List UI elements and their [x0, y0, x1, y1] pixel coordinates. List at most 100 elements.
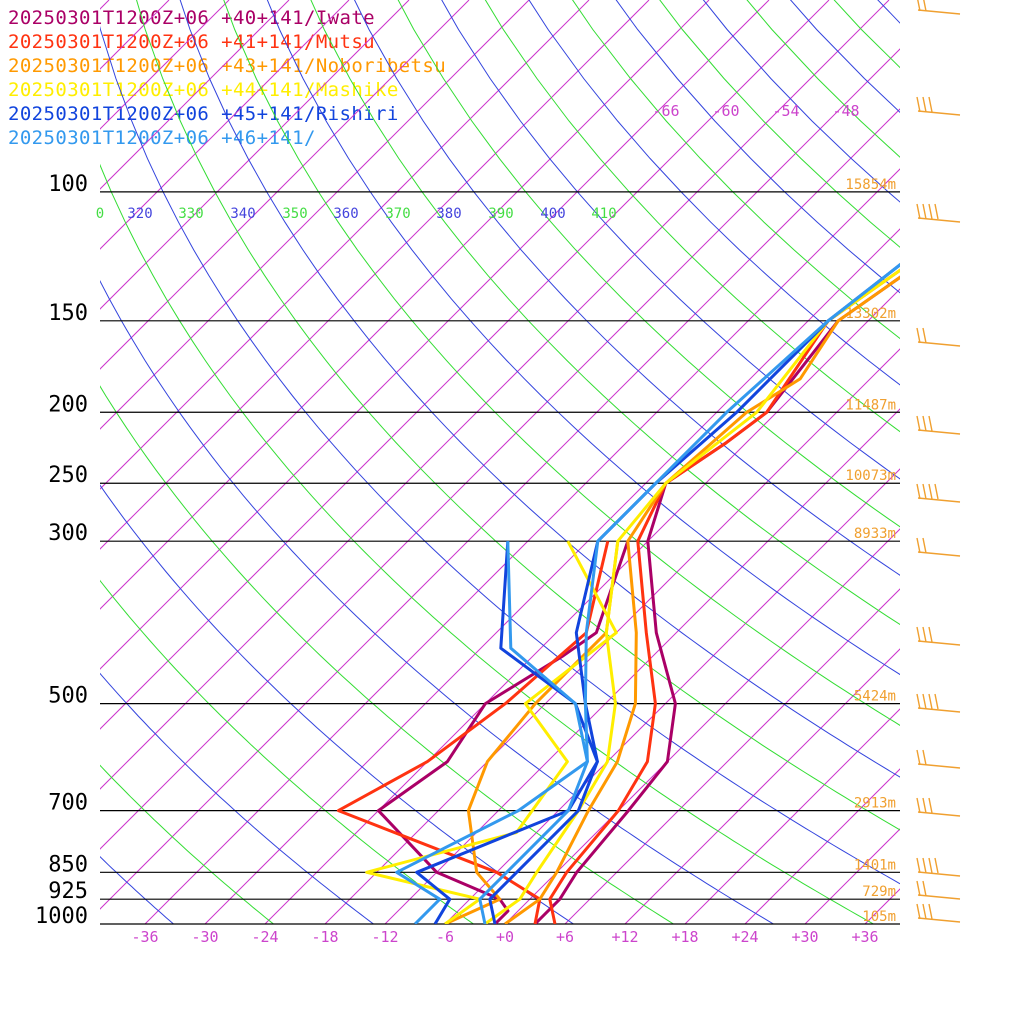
isotherm — [100, 0, 290, 190]
isotherm — [985, 0, 1024, 924]
legend-entry: 20250301T1200Z+06 +46+141/ — [8, 127, 316, 149]
x-tick-label: +6 — [556, 928, 574, 946]
theta-label: 370 — [385, 206, 410, 222]
isotherm — [100, 0, 410, 310]
height-label: 8933m — [854, 526, 896, 542]
wind-barb — [916, 797, 961, 817]
pressure-label: 150 — [48, 301, 88, 326]
theta-label: 390 — [488, 206, 513, 222]
dry-adiabat — [100, 764, 275, 924]
dry-adiabat — [572, 0, 900, 340]
isotherm — [925, 0, 1024, 924]
legend-entry: 20250301T1200Z+06 +45+141/Rishiri — [8, 103, 399, 125]
upper-temp-label: -48 — [832, 102, 859, 120]
pressure-label: 925 — [48, 879, 88, 904]
height-label: 2913m — [854, 796, 896, 812]
isotherm — [100, 0, 890, 790]
wind-barb — [916, 96, 961, 116]
theta-label: 0 — [96, 206, 104, 222]
isotherm — [100, 0, 230, 130]
pressure-label: 200 — [48, 392, 88, 417]
pressure-label: 250 — [48, 463, 88, 488]
x-tick-label: -30 — [191, 928, 218, 946]
x-tick-label: +18 — [671, 928, 698, 946]
x-tick-label: +24 — [731, 928, 758, 946]
pressure-label: 500 — [48, 684, 88, 709]
theta-label: 400 — [540, 206, 565, 222]
isotherm — [100, 48, 900, 850]
x-tick-label: -12 — [371, 928, 398, 946]
dewpoint-line-0 — [376, 540, 630, 924]
wind-barb — [916, 903, 961, 923]
wind-barb — [916, 626, 961, 646]
height-label: 5424m — [854, 689, 896, 705]
x-tick-label: +12 — [611, 928, 638, 946]
isotherm — [100, 0, 170, 70]
height-label: 13302m — [845, 306, 896, 322]
isotherm — [100, 0, 470, 370]
wind-barb — [916, 415, 961, 435]
height-label: 105m — [862, 909, 896, 925]
legend-entry: 20250301T1200Z+06 +41+141/Mutsu — [8, 31, 376, 53]
pressure-label: 100 — [48, 172, 88, 197]
theta-label: 380 — [436, 206, 461, 222]
dewpoint-line-1 — [336, 540, 610, 924]
isotherm — [324, 348, 900, 924]
dry-adiabat — [702, 0, 900, 203]
dry-adiabat — [746, 0, 900, 158]
temperature-line-2 — [504, 275, 900, 924]
wind-barb — [917, 0, 961, 15]
theta-label: 350 — [282, 206, 307, 222]
profiles — [336, 262, 900, 924]
temperature-line-5 — [478, 262, 900, 924]
temperature-line-3 — [484, 268, 900, 924]
x-tick-label: -18 — [311, 928, 338, 946]
dry-adiabat — [659, 0, 900, 248]
wind-barb — [916, 749, 961, 769]
theta-label: 320 — [127, 206, 152, 222]
isotherm — [384, 408, 900, 924]
upper-temp-label: -54 — [772, 102, 799, 120]
isotherm — [744, 768, 900, 924]
isotherm — [144, 168, 900, 924]
isotherm — [684, 708, 900, 924]
theta-label: 340 — [230, 206, 255, 222]
x-tick-label: -6 — [436, 928, 454, 946]
isotherm — [100, 0, 530, 430]
pressure-label: 300 — [48, 521, 88, 546]
height-label: 11487m — [845, 397, 896, 413]
height-label: 1401m — [854, 857, 896, 873]
isotherm — [100, 0, 710, 610]
wind-barb — [916, 880, 961, 900]
isotherm — [100, 0, 350, 250]
legend: 20250301T1200Z+06 +40+141/Iwate 20250301T… — [8, 6, 446, 150]
x-tick-label: -24 — [251, 928, 278, 946]
isotherm — [100, 0, 650, 550]
height-label: 10073m — [845, 468, 896, 484]
isotherm — [100, 0, 590, 490]
wind-barb — [916, 693, 961, 713]
upper-temp-label: -60 — [712, 102, 739, 120]
temperature-line-0 — [533, 275, 900, 924]
dry-adiabat — [798, 0, 1024, 940]
dry-adiabat — [100, 672, 375, 924]
isotherm — [204, 228, 900, 924]
dry-adiabat — [528, 0, 900, 386]
wind-barbs — [916, 0, 961, 923]
height-label: 729m — [862, 884, 896, 900]
isotherm — [624, 648, 900, 924]
isotherm — [804, 828, 900, 924]
x-tick-label: +30 — [791, 928, 818, 946]
dewpoint-line-4 — [415, 541, 599, 924]
x-tick-label: +36 — [851, 928, 878, 946]
wind-barb — [916, 857, 961, 877]
isotherm — [100, 0, 110, 10]
pressure-label: 850 — [48, 852, 88, 877]
x-tick-label: -36 — [131, 928, 158, 946]
wind-barb — [916, 537, 961, 557]
dewpoint-line-3 — [365, 540, 618, 924]
x-tick-label: +0 — [496, 928, 514, 946]
isotherm — [100, 0, 830, 730]
wind-barb — [916, 203, 961, 223]
isotherm — [100, 0, 770, 670]
